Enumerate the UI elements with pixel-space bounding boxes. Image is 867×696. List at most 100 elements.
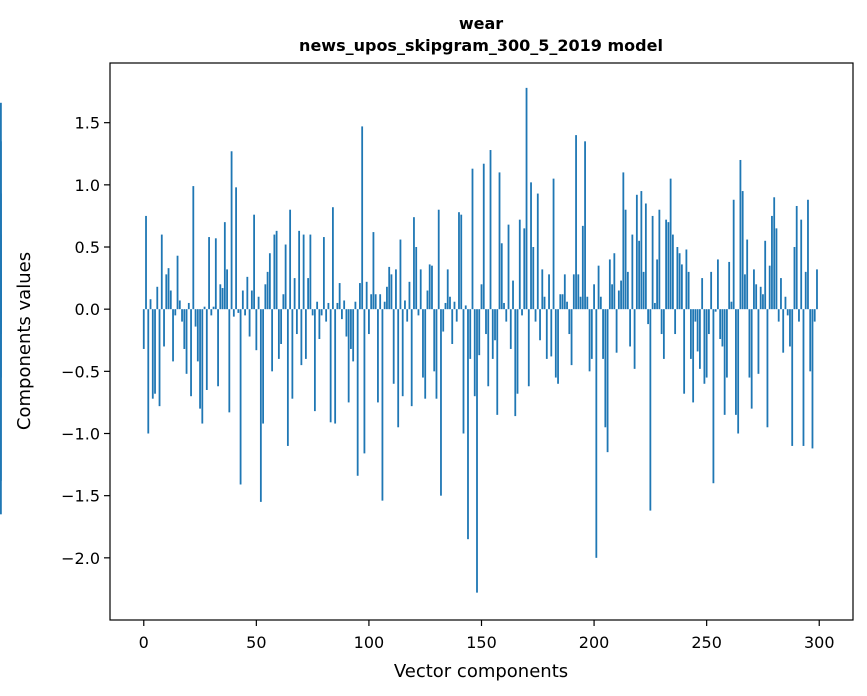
bar (151, 309, 154, 399)
bar (575, 135, 577, 310)
bar (275, 230, 278, 310)
bar (593, 284, 595, 310)
bar (453, 301, 456, 310)
bar (611, 284, 613, 310)
bar (699, 309, 701, 369)
bar (703, 309, 706, 384)
bar (201, 309, 204, 424)
x-tick-label: 300 (804, 633, 835, 652)
bar (440, 309, 442, 496)
bar (341, 309, 343, 320)
bar (244, 309, 246, 316)
bar (500, 243, 503, 310)
bar (671, 234, 674, 310)
bar (401, 309, 404, 397)
bar (433, 309, 436, 372)
bar (361, 126, 364, 310)
y-tick-label: 0.5 (75, 238, 100, 257)
bar (726, 309, 728, 378)
bar (217, 309, 219, 387)
bar (336, 302, 339, 310)
bar (802, 309, 805, 446)
bar (536, 193, 539, 310)
bar (181, 309, 183, 322)
bar (455, 309, 458, 322)
bar (509, 309, 512, 349)
bar (277, 309, 280, 359)
bar (518, 219, 521, 310)
bar (744, 274, 746, 310)
bar (304, 309, 307, 359)
bar (318, 309, 321, 340)
bar (325, 309, 328, 322)
bar (705, 309, 708, 378)
bar (230, 151, 233, 310)
x-tick-label: 250 (691, 633, 722, 652)
bar (629, 309, 631, 347)
bar (532, 247, 535, 310)
bar (381, 309, 384, 501)
bar (811, 309, 814, 449)
bar (563, 274, 566, 310)
x-tick-label: 0 (139, 633, 149, 652)
bar (442, 309, 445, 332)
bar (496, 309, 499, 415)
bar (708, 309, 710, 335)
bar (174, 309, 177, 316)
bar (606, 309, 609, 453)
bar (521, 309, 523, 316)
bar (750, 309, 753, 409)
bar (615, 309, 618, 353)
bar (503, 302, 505, 310)
bar (334, 309, 337, 424)
bar (320, 309, 323, 316)
bar (298, 230, 301, 310)
bar (548, 274, 550, 310)
bar (458, 212, 460, 310)
bar (259, 309, 262, 502)
bar (350, 309, 352, 349)
bar (730, 301, 733, 310)
bar (777, 309, 780, 322)
bar (313, 309, 316, 412)
bar (289, 209, 292, 310)
bar (419, 269, 422, 310)
bar (185, 309, 188, 374)
chart-title: wear (459, 14, 503, 33)
bar (226, 269, 228, 310)
bar (223, 222, 226, 310)
bar (554, 309, 557, 378)
bar (397, 309, 400, 428)
bar (408, 281, 411, 310)
bar (784, 296, 787, 310)
bar (552, 178, 555, 310)
bar (816, 269, 818, 310)
bar (410, 309, 413, 407)
bar (804, 271, 807, 310)
bar (624, 209, 627, 310)
bar (154, 309, 156, 394)
bar (167, 268, 170, 310)
bar (545, 309, 548, 359)
bar (329, 309, 332, 423)
y-tick-label: 1.0 (75, 176, 100, 195)
bar (273, 234, 276, 310)
bar (674, 309, 677, 335)
bar (293, 278, 296, 310)
bar (210, 309, 213, 316)
bar (268, 253, 271, 310)
bar (680, 264, 683, 310)
bar (0, 309, 2, 313)
bar (480, 284, 483, 310)
bar (176, 255, 179, 310)
bar (662, 309, 665, 359)
bar (264, 284, 267, 310)
bar (300, 309, 303, 366)
bar (199, 309, 201, 409)
bar (638, 240, 641, 310)
bar (467, 309, 469, 540)
bar (762, 294, 764, 310)
bar (795, 205, 798, 310)
bar (631, 234, 634, 310)
bar (527, 309, 530, 387)
